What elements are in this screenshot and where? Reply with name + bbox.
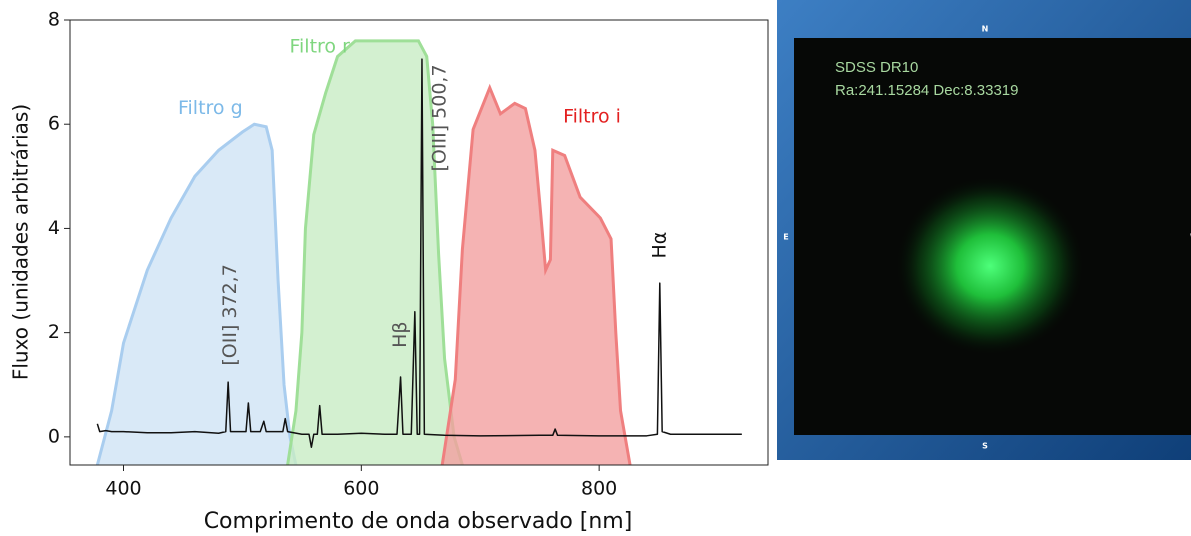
line-annotation: Hβ <box>389 322 411 348</box>
filter-area <box>442 87 631 465</box>
compass-east: E <box>783 233 788 242</box>
filter-label: Filtro g <box>178 97 243 119</box>
coords-label: Ra:241.15284 Dec:8.33319 <box>835 82 1018 99</box>
compass-south: S <box>982 442 988 451</box>
compass-north: N <box>982 25 989 34</box>
x-tick-label: 600 <box>343 478 379 500</box>
y-tick-label: 0 <box>48 425 60 447</box>
line-annotation: [OIII] 500,7 <box>428 64 450 171</box>
survey-label: SDSS DR10 <box>835 59 918 76</box>
x-tick-label: 800 <box>581 478 617 500</box>
y-tick-label: 4 <box>48 217 60 239</box>
plot-frame <box>69 19 769 466</box>
filter-area <box>287 40 463 465</box>
y-axis-label: Fluxo (unidades arbitrárias) <box>9 104 33 380</box>
filter-label: Filtro r <box>289 36 350 58</box>
y-tick-label: 8 <box>48 9 60 31</box>
filter-edge <box>286 39 464 465</box>
filter-edge <box>440 83 632 465</box>
spectrum-line <box>96 58 742 449</box>
filter-label: Filtro i <box>563 105 621 127</box>
filter-edge <box>95 122 298 465</box>
line-annotation: [OII] 372,7 <box>219 264 241 365</box>
galaxy <box>895 176 1085 356</box>
line-annotation: Hα <box>648 232 670 259</box>
y-tick-label: 2 <box>48 321 60 343</box>
sky-image: SDSS DR10 Ra:241.15284 Dec:8.33319 N S E… <box>777 0 1191 460</box>
plot-area <box>95 39 742 465</box>
filter-area <box>97 124 296 465</box>
x-axis-label: Comprimento de onda observado [nm] <box>204 509 633 534</box>
y-tick-label: 6 <box>48 113 60 135</box>
x-tick-label: 400 <box>105 478 141 500</box>
